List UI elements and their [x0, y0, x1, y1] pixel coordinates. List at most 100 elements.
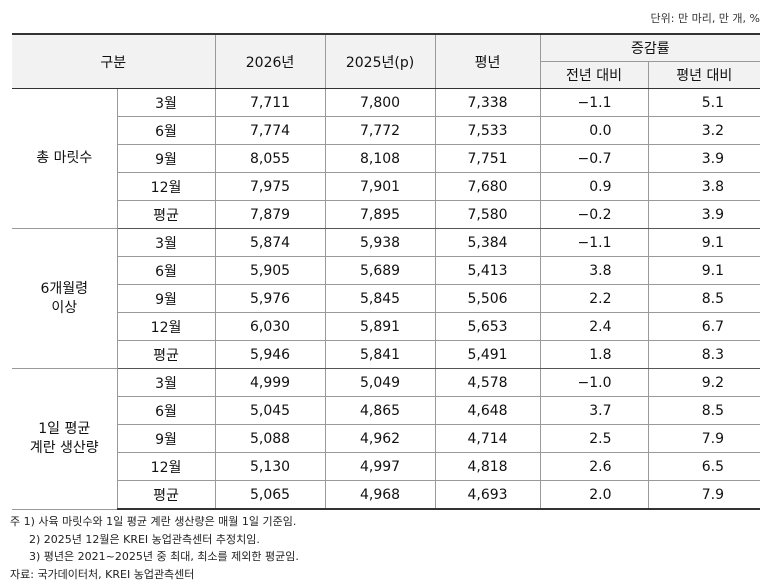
header-cell: 전년 대비 [540, 61, 649, 89]
value-cell: 8.5 [647, 396, 761, 425]
value-cell: 7,533 [434, 116, 541, 145]
data-table: 구분 2026년 2025년(p) 평년 증감률 전년 대비 평년 대비 총 마… [12, 33, 761, 510]
value-cell: 7,975 [214, 172, 326, 201]
group-label-line: 이상 [51, 299, 78, 316]
value-cell: 5,049 [324, 368, 436, 397]
value-cell: 5,976 [214, 284, 326, 313]
value-cell: 5.1 [647, 88, 761, 117]
note: 2) 2025년 12월은 KREI 농업관측센터 추정치임. [29, 532, 260, 546]
value-cell: 5,689 [324, 256, 436, 285]
table-row: 6개월령 이상 3월 5,874 5,938 5,384 −1.1 9.1 [12, 228, 761, 369]
value-cell: 3.8 [647, 172, 761, 201]
unit-label: 단위: 만 마리, 만 개, % [650, 12, 760, 25]
value-cell: 7,895 [324, 200, 436, 229]
value-cell: 7,772 [324, 116, 436, 145]
value-cell: 7,711 [214, 88, 326, 117]
value-cell: 7.9 [647, 480, 761, 510]
value-cell: 7.9 [647, 424, 761, 453]
value-cell: 4,714 [434, 424, 541, 453]
value-cell: 5,845 [324, 284, 436, 313]
value-cell: −1.1 [539, 228, 649, 257]
value-cell: 3.8 [539, 256, 649, 285]
row-label: 3월 [116, 368, 216, 397]
table-row: 9월 8,055 8,108 7,751 −0.7 3.9 [12, 144, 761, 173]
value-cell: 5,841 [324, 340, 436, 369]
table-row: 1일 평균 계란 생산량 3월 4,999 5,049 4,578 −1.0 9.2 [12, 368, 761, 510]
value-cell: 6.7 [647, 312, 761, 341]
value-cell: 4,578 [434, 368, 541, 397]
header-cell: 2026년 [214, 33, 326, 89]
value-cell: 5,506 [434, 284, 541, 313]
row-label: 6월 [116, 116, 216, 145]
notes: 주 1) 사육 마릿수와 1일 평균 계란 생산량은 매월 1일 기준임. 2) … [10, 513, 299, 583]
value-cell: 8.5 [647, 284, 761, 313]
value-cell: 4,962 [324, 424, 436, 453]
row-label: 9월 [116, 284, 216, 313]
table-row: 12월 5,130 4,997 4,818 2.6 6.5 [12, 452, 761, 481]
value-cell: 5,065 [214, 480, 326, 510]
row-label: 평균 [116, 480, 216, 510]
value-cell: 7,774 [214, 116, 326, 145]
value-cell: 4,693 [434, 480, 541, 510]
value-cell: 5,946 [214, 340, 326, 369]
row-label: 9월 [116, 424, 216, 453]
value-cell: 8,055 [214, 144, 326, 173]
table-row: 9월 5,088 4,962 4,714 2.5 7.9 [12, 424, 761, 453]
value-cell: 4,865 [324, 396, 436, 425]
value-cell: 7,751 [434, 144, 541, 173]
value-cell: 4,997 [324, 452, 436, 481]
value-cell: 7,338 [434, 88, 541, 117]
value-cell: 3.9 [647, 200, 761, 229]
row-label: 6월 [116, 396, 216, 425]
row-label: 3월 [116, 228, 216, 257]
value-cell: 5,130 [214, 452, 326, 481]
table-row: 12월 7,975 7,901 7,680 0.9 3.8 [12, 172, 761, 201]
table-row: 6월 7,774 7,772 7,533 0.0 3.2 [12, 116, 761, 145]
group-label-line: 1일 평균 [38, 420, 91, 437]
value-cell: 7,879 [214, 200, 326, 229]
value-cell: 4,648 [434, 396, 541, 425]
value-cell: 7,680 [434, 172, 541, 201]
row-label: 3월 [116, 88, 216, 117]
row-label: 9월 [116, 144, 216, 173]
group-label: 총 마릿수 [12, 88, 118, 229]
group-label-line: 6개월령 [40, 280, 89, 297]
note: 자료: 국가데이터처, KREI 농업관측센터 [10, 567, 195, 581]
table-row: 9월 5,976 5,845 5,506 2.2 8.5 [12, 284, 761, 313]
value-cell: 2.5 [539, 424, 649, 453]
value-cell: 5,874 [214, 228, 326, 257]
value-cell: 5,088 [214, 424, 326, 453]
value-cell: 3.2 [647, 116, 761, 145]
value-cell: −0.7 [539, 144, 649, 173]
value-cell: −1.1 [539, 88, 649, 117]
row-label: 평균 [116, 340, 216, 369]
value-cell: 8,108 [324, 144, 436, 173]
table-row: 평균 5,065 4,968 4,693 2.0 7.9 [12, 480, 761, 510]
row-label: 12월 [116, 312, 216, 341]
row-label: 12월 [116, 172, 216, 201]
note: 3) 평년은 2021~2025년 중 최대, 최소를 제외한 평균임. [29, 550, 299, 563]
value-cell: 5,413 [434, 256, 541, 285]
value-cell: 0.0 [539, 116, 649, 145]
value-cell: 3.7 [539, 396, 649, 425]
value-cell: 6,030 [214, 312, 326, 341]
value-cell: 7,800 [324, 88, 436, 117]
header-cell: 증감률 [539, 33, 761, 62]
group-label-line: 계란 생산량 [29, 439, 99, 456]
table-row: 12월 6,030 5,891 5,653 2.4 6.7 [12, 312, 761, 341]
value-cell: 9.1 [647, 256, 761, 285]
value-cell: 5,905 [214, 256, 326, 285]
value-cell: −0.2 [539, 200, 649, 229]
value-cell: 4,968 [324, 480, 436, 510]
row-label: 평균 [116, 200, 216, 229]
value-cell: 2.0 [539, 480, 649, 510]
value-cell: 4,818 [434, 452, 541, 481]
value-cell: 0.9 [539, 172, 649, 201]
value-cell: 2.2 [539, 284, 649, 313]
table-row: 6월 5,905 5,689 5,413 3.8 9.1 [12, 256, 761, 285]
header-cell: 2025년(p) [324, 33, 436, 89]
table-row: 6월 5,045 4,865 4,648 3.7 8.5 [12, 396, 761, 425]
value-cell: 6.5 [647, 452, 761, 481]
